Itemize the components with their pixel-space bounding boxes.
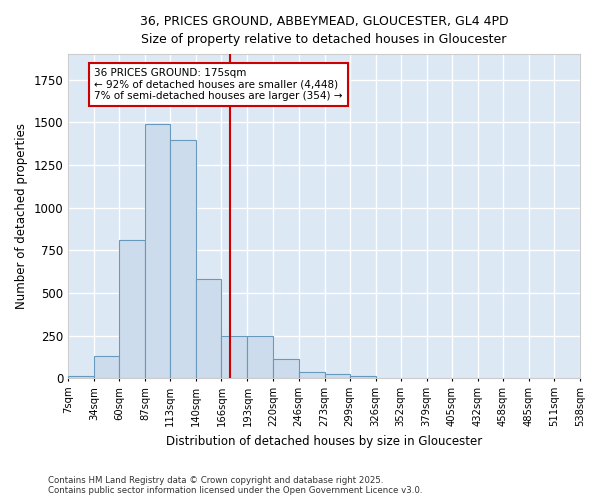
Bar [119,240,145,378]
X-axis label: Distribution of detached houses by size in Gloucester: Distribution of detached houses by size … [166,434,482,448]
Text: 36 PRICES GROUND: 175sqm
← 92% of detached houses are smaller (4,448)
7% of semi: 36 PRICES GROUND: 175sqm ← 92% of detach… [94,68,343,101]
Bar [299,372,325,378]
Bar [68,376,94,378]
Bar [94,356,119,378]
Bar [274,360,299,378]
Bar [170,140,196,378]
Bar [350,376,376,378]
Bar [145,124,170,378]
Bar [221,336,247,378]
Y-axis label: Number of detached properties: Number of detached properties [15,123,28,309]
Bar [325,374,350,378]
Text: Contains HM Land Registry data © Crown copyright and database right 2025.
Contai: Contains HM Land Registry data © Crown c… [48,476,422,495]
Bar [196,279,221,378]
Title: 36, PRICES GROUND, ABBEYMEAD, GLOUCESTER, GL4 4PD
Size of property relative to d: 36, PRICES GROUND, ABBEYMEAD, GLOUCESTER… [140,15,508,46]
Bar [247,336,274,378]
